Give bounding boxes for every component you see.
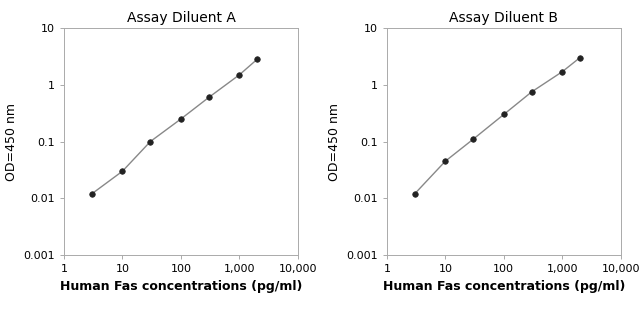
Y-axis label: OD=450 nm: OD=450 nm — [328, 103, 340, 180]
Y-axis label: OD=450 nm: OD=450 nm — [4, 103, 18, 180]
Title: Assay Diluent A: Assay Diluent A — [127, 12, 236, 26]
X-axis label: Human Fas concentrations (pg/ml): Human Fas concentrations (pg/ml) — [60, 280, 302, 293]
X-axis label: Human Fas concentrations (pg/ml): Human Fas concentrations (pg/ml) — [383, 280, 625, 293]
Title: Assay Diluent B: Assay Diluent B — [449, 12, 558, 26]
